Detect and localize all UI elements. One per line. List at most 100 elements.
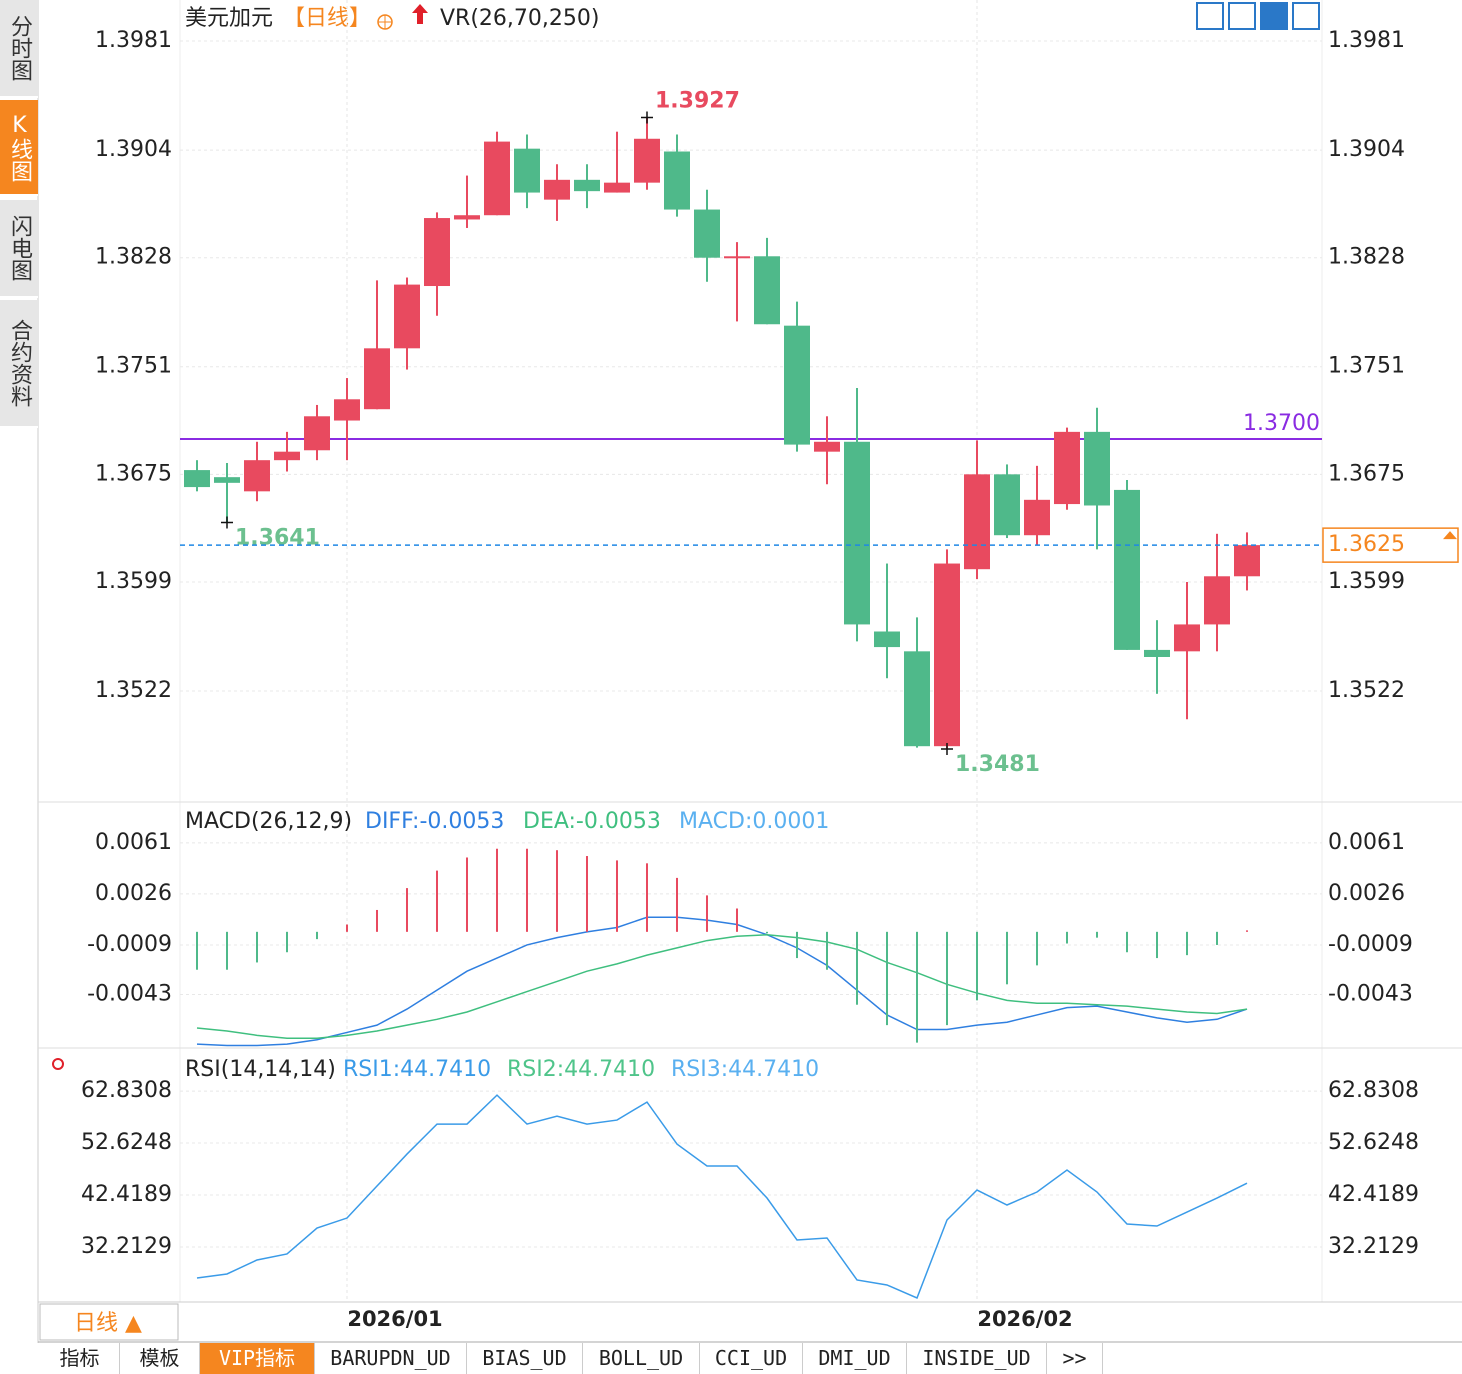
y-tick-label: 42.4189 [81, 1182, 172, 1207]
extreme-label: 1.3927 [655, 89, 740, 114]
bottom-tab[interactable]: 指标 [40, 1343, 120, 1374]
chart-bg [38, 0, 1462, 1343]
y-tick-label-right: 1.3904 [1328, 137, 1405, 162]
candle-body [994, 474, 1020, 536]
bottom-tab[interactable]: BOLL_UD [583, 1343, 700, 1374]
candle-body [484, 141, 510, 216]
y-tick-label: -0.0043 [87, 982, 172, 1007]
legend-entry: DIFF:-0.0053 [365, 809, 504, 834]
candle-body [454, 215, 480, 220]
candle-body [934, 563, 960, 747]
period-label: 【日线】 [283, 6, 371, 31]
tool-icon[interactable] [1292, 2, 1320, 30]
y-tick-label-right: 52.6248 [1328, 1130, 1419, 1155]
x-tick-label: 2026/01 [347, 1307, 442, 1331]
legend-entry: RSI3:44.7410 [671, 1057, 819, 1082]
y-tick-label-right: 1.3522 [1328, 678, 1405, 703]
candle-body [874, 631, 900, 648]
last-price-label: 1.3625 [1328, 532, 1405, 557]
candle-body [724, 256, 750, 259]
y-tick-label-right: 1.3828 [1328, 245, 1405, 270]
extreme-label: 1.3641 [235, 525, 320, 550]
candle-body [694, 209, 720, 258]
period-button[interactable]: 日线 ▲ [74, 1311, 142, 1336]
tool-icon[interactable] [1228, 2, 1256, 30]
bottom-tab[interactable]: 模板 [120, 1343, 200, 1374]
candle-body [964, 474, 990, 570]
candle-body [574, 179, 600, 192]
extreme-marker [941, 743, 953, 756]
reference-label: 1.3700 [1243, 411, 1320, 436]
period-button-box[interactable] [39, 1303, 179, 1341]
candle-body [244, 460, 270, 492]
y-tick-label-right: -0.0043 [1328, 982, 1413, 1007]
y-tick-label: 1.3599 [95, 569, 172, 594]
side-tab[interactable]: 合约资料 [0, 300, 38, 428]
bottom-tab[interactable]: BIAS_UD [467, 1343, 583, 1374]
candle-body [634, 138, 660, 183]
tool-icon[interactable] [1260, 2, 1288, 30]
bottom-tab[interactable]: BARUPDN_UD [315, 1343, 467, 1374]
y-tick-label-right: 42.4189 [1328, 1182, 1419, 1207]
legend-entry: RSI1:44.7410 [343, 1057, 491, 1082]
candle-body [214, 477, 240, 483]
y-tick-label: 32.2129 [81, 1234, 172, 1259]
side-tab[interactable]: 闪电图 [0, 200, 38, 298]
bottom-tab[interactable]: INSIDE_UD [907, 1343, 1047, 1374]
candle-body [1144, 649, 1170, 657]
bottom-tab[interactable]: >> [1047, 1343, 1103, 1374]
toolbar [1196, 2, 1320, 30]
macd-line [196, 933, 1248, 1039]
candle-body [1204, 576, 1230, 625]
candle-body [1024, 499, 1050, 536]
y-tick-label-right: 1.3981 [1328, 28, 1405, 53]
candle-body [334, 399, 360, 421]
legend-entry: DEA:-0.0053 [523, 809, 661, 834]
tool-icon[interactable] [1196, 2, 1224, 30]
side-tab[interactable]: K线图 [0, 100, 38, 196]
candle-body [1234, 545, 1260, 577]
y-tick-label: 52.6248 [81, 1130, 172, 1155]
extreme-label: 1.3481 [955, 752, 1040, 777]
candle-body [304, 416, 330, 451]
legend-entry: MACD:0.0001 [679, 809, 829, 834]
candle-body [604, 182, 630, 193]
candle-body [814, 441, 840, 452]
candle-body [904, 651, 930, 747]
candle-body [1174, 624, 1200, 652]
candle-body [784, 325, 810, 445]
macd-line [196, 916, 1248, 1047]
y-tick-label-right: 1.3751 [1328, 354, 1405, 379]
rsi-icon[interactable] [52, 1058, 64, 1070]
bottom-tab[interactable]: DMI_UD [803, 1343, 907, 1374]
candle-body [394, 284, 420, 349]
y-tick-label-right: 62.8308 [1328, 1078, 1419, 1103]
candle-body [544, 179, 570, 200]
legend-entry: RSI2:44.7410 [507, 1057, 655, 1082]
y-tick-label: 1.3904 [95, 137, 172, 162]
candle-body [664, 151, 690, 210]
last-price-arrow [1443, 531, 1457, 540]
chart-title: 美元加元 [185, 6, 273, 31]
y-tick-label: 1.3828 [95, 245, 172, 270]
extreme-marker [221, 516, 233, 529]
y-tick-label: 1.3522 [95, 678, 172, 703]
candle-body [514, 148, 540, 193]
candle-body [424, 218, 450, 287]
side-tab[interactable]: 分时图 [0, 0, 38, 98]
y-tick-label: 1.3675 [95, 461, 172, 486]
y-tick-label: 1.3981 [95, 28, 172, 53]
y-tick-label-right: -0.0009 [1328, 932, 1413, 957]
y-tick-label-right: 1.3675 [1328, 461, 1405, 486]
bottom-tab[interactable]: CCI_UD [700, 1343, 803, 1374]
y-tick-label: 0.0061 [95, 830, 172, 855]
candle-body [184, 470, 210, 488]
arrow-icon[interactable] [412, 4, 428, 24]
bottom-tab[interactable]: VIP指标 [200, 1343, 315, 1374]
extreme-marker [641, 111, 653, 124]
y-tick-label: 0.0026 [95, 881, 172, 906]
legend-title: MACD(26,12,9) [185, 809, 352, 834]
candle-body [844, 441, 870, 625]
